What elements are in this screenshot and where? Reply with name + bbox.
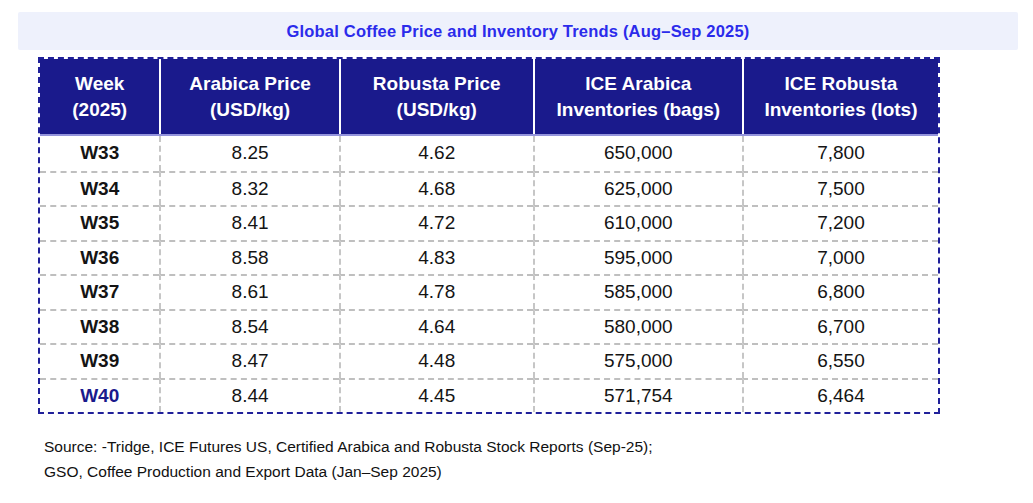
- robusta-price-cell: 4.78: [339, 274, 533, 309]
- ice-robusta-inventories-cell: 7,000: [742, 240, 938, 275]
- figure-title: Global Coffee Price and Inventory Trends…: [286, 22, 749, 41]
- table-row-highlighted: W40 8.44 4.45 571,754 6,464: [40, 378, 938, 413]
- ice-robusta-inventories-cell: 6,700: [742, 309, 938, 344]
- ice-robusta-inventories-cell: 6,464: [742, 378, 938, 413]
- ice-arabica-inventories-cell: 580,000: [533, 309, 742, 344]
- arabica-price-cell: 8.58: [159, 240, 338, 275]
- source-line-2: GSO, Coffee Production and Export Data (…: [44, 459, 653, 484]
- table-row: W39 8.47 4.48 575,000 6,550: [40, 343, 938, 378]
- week-cell: W38: [40, 309, 159, 344]
- arabica-price-cell: 8.47: [159, 343, 338, 378]
- arabica-price-cell: 8.44: [159, 378, 338, 413]
- table-row: W33 8.25 4.62 650,000 7,800: [40, 136, 938, 171]
- week-cell: W35: [40, 205, 159, 240]
- arabica-price-cell: 8.41: [159, 205, 338, 240]
- source-note: Source: -Tridge, ICE Futures US, Certifi…: [44, 434, 653, 484]
- arabica-price-cell: 8.54: [159, 309, 338, 344]
- arabica-price-cell: 8.61: [159, 274, 338, 309]
- arabica-price-cell: 8.32: [159, 171, 338, 206]
- robusta-price-cell: 4.64: [339, 309, 533, 344]
- week-cell: W33: [40, 136, 159, 171]
- ice-arabica-inventories-cell: 650,000: [533, 136, 742, 171]
- header-week: Week (2025): [40, 59, 159, 134]
- robusta-price-cell: 4.68: [339, 171, 533, 206]
- week-cell: W40: [40, 378, 159, 413]
- header-ice-robusta-inventories: ICE Robusta Inventories (lots): [742, 59, 938, 134]
- figure-title-bar: Global Coffee Price and Inventory Trends…: [18, 12, 1018, 50]
- robusta-price-cell: 4.62: [339, 136, 533, 171]
- table-row: W35 8.41 4.72 610,000 7,200: [40, 205, 938, 240]
- ice-robusta-inventories-cell: 6,550: [742, 343, 938, 378]
- week-cell: W36: [40, 240, 159, 275]
- ice-arabica-inventories-cell: 610,000: [533, 205, 742, 240]
- table-row: W37 8.61 4.78 585,000 6,800: [40, 274, 938, 309]
- coffee-price-table: Week (2025) Arabica Price (USD/kg) Robus…: [38, 57, 940, 414]
- table-header-row: Week (2025) Arabica Price (USD/kg) Robus…: [40, 59, 938, 136]
- table-body: W33 8.25 4.62 650,000 7,800 W34 8.32 4.6…: [40, 136, 938, 412]
- ice-arabica-inventories-cell: 585,000: [533, 274, 742, 309]
- robusta-price-cell: 4.83: [339, 240, 533, 275]
- ice-arabica-inventories-cell: 625,000: [533, 171, 742, 206]
- week-cell: W39: [40, 343, 159, 378]
- robusta-price-cell: 4.48: [339, 343, 533, 378]
- ice-robusta-inventories-cell: 6,800: [742, 274, 938, 309]
- week-cell: W37: [40, 274, 159, 309]
- source-line-1: Source: -Tridge, ICE Futures US, Certifi…: [44, 434, 653, 459]
- header-robusta-price: Robusta Price (USD/kg): [339, 59, 533, 134]
- table-row: W36 8.58 4.83 595,000 7,000: [40, 240, 938, 275]
- ice-arabica-inventories-cell: 571,754: [533, 378, 742, 413]
- ice-arabica-inventories-cell: 575,000: [533, 343, 742, 378]
- header-arabica-price: Arabica Price (USD/kg): [159, 59, 338, 134]
- table-row: W38 8.54 4.64 580,000 6,700: [40, 309, 938, 344]
- ice-arabica-inventories-cell: 595,000: [533, 240, 742, 275]
- robusta-price-cell: 4.72: [339, 205, 533, 240]
- ice-robusta-inventories-cell: 7,800: [742, 136, 938, 171]
- robusta-price-cell: 4.45: [339, 378, 533, 413]
- ice-robusta-inventories-cell: 7,200: [742, 205, 938, 240]
- arabica-price-cell: 8.25: [159, 136, 338, 171]
- ice-robusta-inventories-cell: 7,500: [742, 171, 938, 206]
- week-cell: W34: [40, 171, 159, 206]
- table-row: W34 8.32 4.68 625,000 7,500: [40, 171, 938, 206]
- header-ice-arabica-inventories: ICE Arabica Inventories (bags): [533, 59, 742, 134]
